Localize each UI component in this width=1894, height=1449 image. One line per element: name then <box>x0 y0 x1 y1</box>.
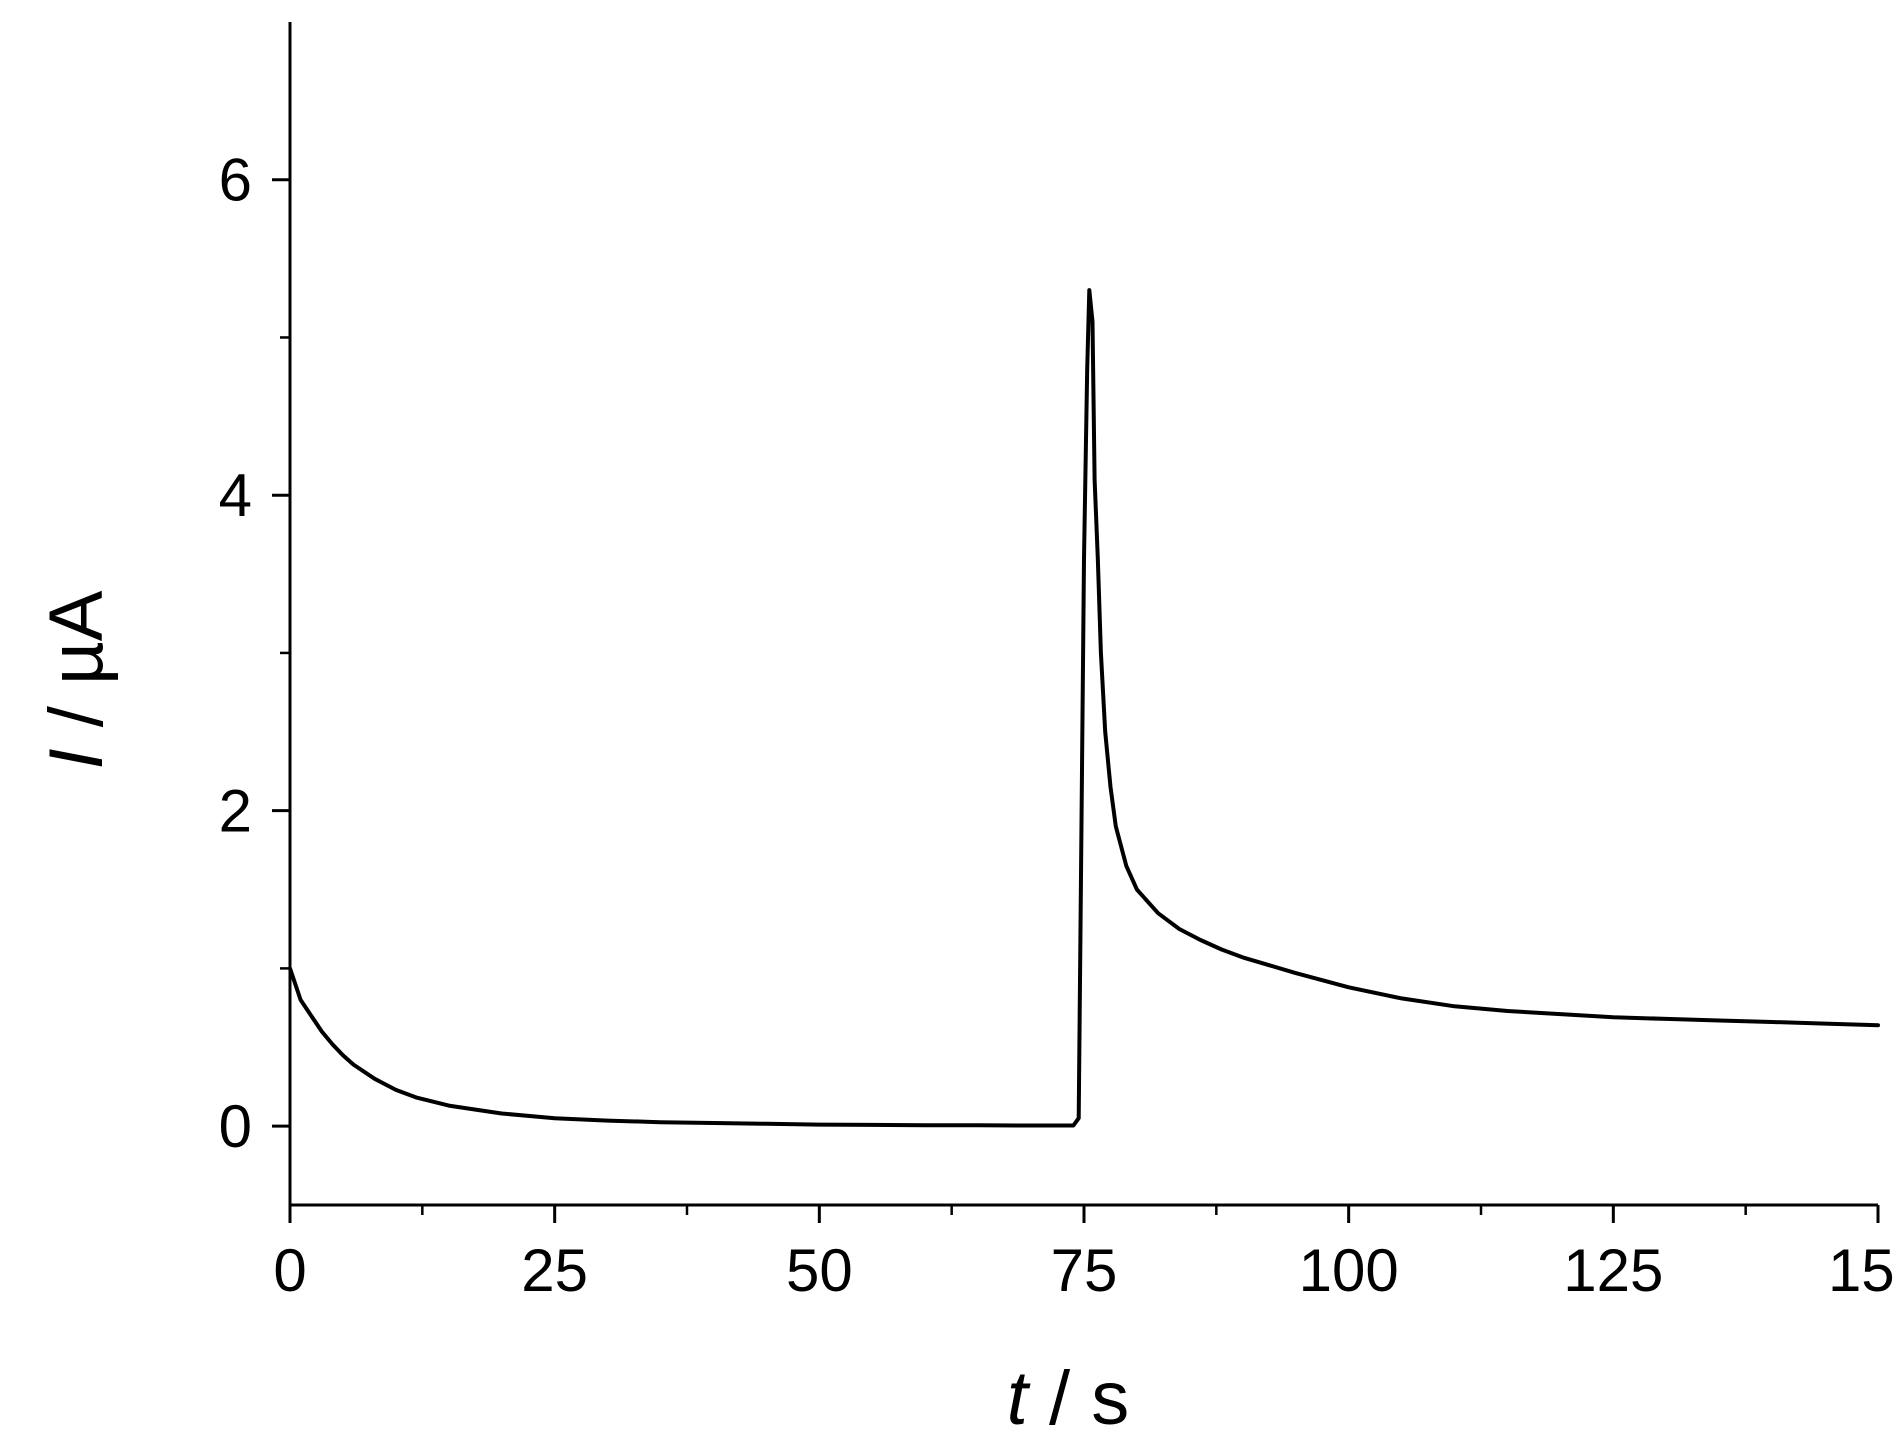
y-tick-label: 4 <box>219 462 252 529</box>
y-tick-label: 6 <box>219 147 252 214</box>
x-tick-label: 75 <box>1051 1237 1118 1304</box>
x-tick-label: 150 <box>1828 1237 1894 1304</box>
y-axis-separator: / <box>34 685 119 727</box>
series-line <box>288 288 1880 1128</box>
y-axis-variable: I <box>34 748 119 769</box>
y-axis-unit: µA <box>34 590 119 685</box>
x-axis-separator: / <box>1049 1356 1091 1441</box>
x-tick-label: 100 <box>1299 1237 1399 1304</box>
y-tick-label: 2 <box>219 778 252 845</box>
y-axis-title: I / µA <box>34 590 119 769</box>
x-tick-label: 125 <box>1563 1237 1663 1304</box>
y-tick-label: 0 <box>219 1093 252 1160</box>
x-axis-variable: t <box>1007 1356 1031 1441</box>
series-layer <box>288 288 1880 1128</box>
x-tick-label: 0 <box>273 1237 306 1304</box>
x-tick-label: 25 <box>521 1237 588 1304</box>
ticks-layer: 0 25 50 75 100 125 150 0 2 4 6 <box>219 147 1894 1304</box>
x-axis-unit: s <box>1091 1356 1129 1441</box>
x-axis-title: t / s <box>1007 1356 1129 1441</box>
x-tick-label: 50 <box>786 1237 853 1304</box>
